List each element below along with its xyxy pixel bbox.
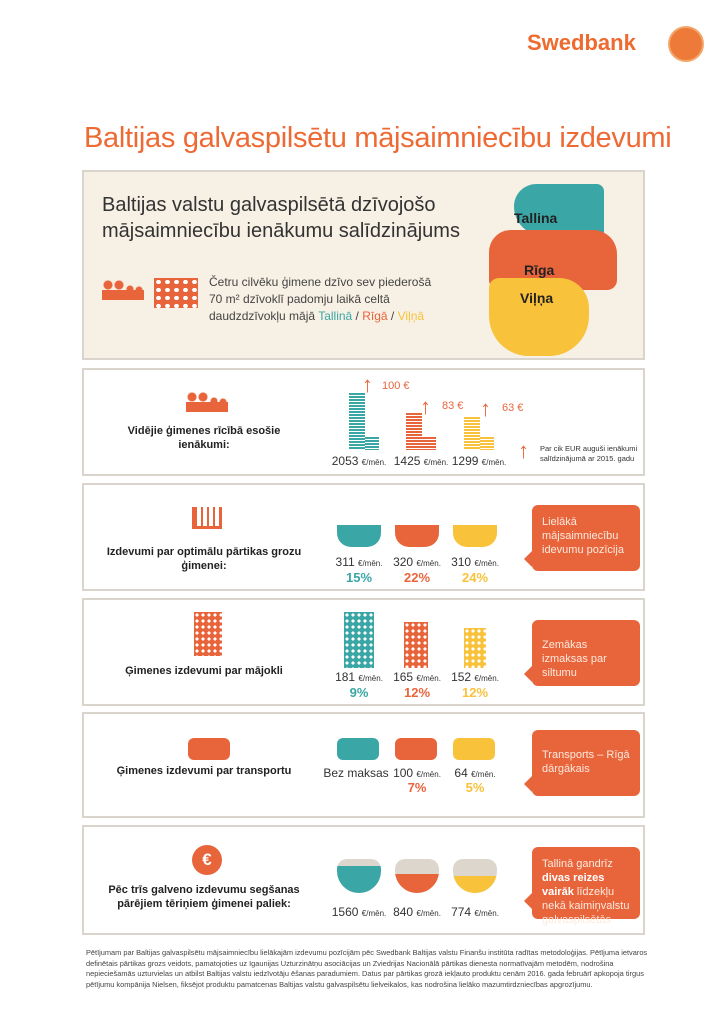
intro-panel: Baltijas valstu galvaspilsētā dzīvojošo … [82,170,645,360]
map-label-riga: Rīga [524,262,555,278]
growth-arrow-icon: ↑ [420,394,431,419]
family-icon [102,280,144,308]
remaining-panel: € Pēc trīs galveno izdevumu segšanas pār… [82,825,645,935]
food-pct-vilnius: 24% [461,570,489,585]
housing-vilnius: 152 €/mēn. [451,670,499,684]
growth-vilnius: 63 € [502,402,524,414]
transport-riga: 100 €/mēn. [393,766,441,780]
transport-callout: Transports – Rīgā dārgākais [524,730,640,796]
income-stack-vilnius [464,416,480,450]
bus-icon-vilnius [453,738,495,760]
lithuania-map [489,278,589,356]
purse-icon-vilnius [453,859,497,893]
transport-pct-vilnius: 5% [465,780,485,795]
bus-icon-riga [395,738,437,760]
income-stack-riga [406,412,422,450]
housing-panel: Ģimenes izdevumi par mājokli 181 €/mēn. … [82,598,645,706]
growth-legend: Par cik EUR auguši ienākumi salīdzinājum… [540,444,638,463]
housing-label: Ģimenes izdevumi par mājokli [125,665,283,677]
euro-icon: € [192,845,222,875]
bus-icon-tallinn [337,738,379,760]
basket-icon-riga [395,525,439,547]
building-icon-vilnius [464,628,486,668]
food-callout: Lielākā mājsaimniecību idevumu pozīcija [524,505,640,571]
building-icon [194,612,222,656]
building-icon-riga [404,622,428,668]
building-icon-tallinn [344,612,374,668]
transport-panel: Ģimenes izdevumi par transportu Bez maks… [82,712,645,818]
food-tallinn: 311 €/mēn. [335,555,383,569]
remaining-tallinn: 1560 €/mēn. [331,905,387,919]
income-stack-vilnius-small [480,436,494,450]
housing-pct-tallinn: 9% [349,685,369,700]
family-icon [186,392,228,418]
map-label-vilnius: Viļņa [520,290,554,306]
housing-tallinn: 181 €/mēn. [335,670,383,684]
footnote: Pētījumam par Baltijas galvaspilsētu māj… [86,948,648,989]
growth-tallinn: 100 € [382,380,410,392]
housing-pct-vilnius: 12% [461,685,489,700]
growth-arrow-icon: ↑ [362,372,373,397]
map-label-tallinn: Tallina [514,210,558,226]
transport-pct-riga: 7% [407,780,427,795]
housing-pct-riga: 12% [403,685,431,700]
income-riga: 1425 €/mēn. [393,454,449,468]
basket-icon-tallinn [337,525,381,547]
remaining-label: Pēc trīs galveno izdevumu segšanas pārēj… [108,884,300,910]
food-vilnius: 310 €/mēn. [451,555,499,569]
food-pct-riga: 22% [403,570,431,585]
cart-icon [192,507,222,529]
housing-callout: Zemākas izmaksas par siltumu [524,620,640,686]
intro-description: Četru cilvēku ģimene dzīvo sev piederošā… [209,275,432,323]
swedbank-tree-icon [668,26,704,62]
remaining-vilnius: 774 €/mēn. [451,905,499,919]
income-stack-tallinn [349,392,365,450]
estonia-map [514,184,604,236]
transport-tallinn: Bez maksas [323,766,389,780]
transport-label: Ģimenes izdevumi par transportu [116,765,292,777]
income-label: Vidējie ģimenes rīcībā esošie ienākumi: [127,425,281,451]
food-label: Izdevumi par optimālu pārtikas grozu ģim… [106,546,302,572]
income-panel: Vidējie ģimenes rīcībā esošie ienākumi: … [82,368,645,476]
transport-vilnius: 64 €/mēn. [454,766,496,780]
income-tallinn: 2053 €/mēn. [331,454,387,468]
food-panel: Izdevumi par optimālu pārtikas grozu ģim… [82,483,645,591]
page-title: Baltijas galvaspilsētu mājsaimniecību iz… [84,122,672,154]
legend-arrow-icon: ↑ [518,438,529,463]
income-stack-riga-small [422,436,436,450]
bus-icon [188,738,230,760]
swedbank-logo: Swedbank [527,30,636,55]
purse-icon-riga [395,859,439,893]
income-vilnius: 1299 €/mēn. [451,454,507,468]
purse-icon-tallinn [337,859,381,893]
remaining-callout: Tallinā gandrīz divas reizes vairāk līdz… [524,847,640,926]
housing-riga: 165 €/mēn. [393,670,441,684]
remaining-riga: 840 €/mēn. [393,905,441,919]
intro-heading: Baltijas valstu galvaspilsētā dzīvojošo … [102,194,460,242]
growth-arrow-icon: ↑ [480,396,491,421]
food-pct-tallinn: 15% [345,570,373,585]
building-icon [154,278,198,308]
growth-riga: 83 € [442,400,464,412]
income-stack-tallinn-small [365,436,379,450]
food-riga: 320 €/mēn. [393,555,441,569]
basket-icon-vilnius [453,525,497,547]
